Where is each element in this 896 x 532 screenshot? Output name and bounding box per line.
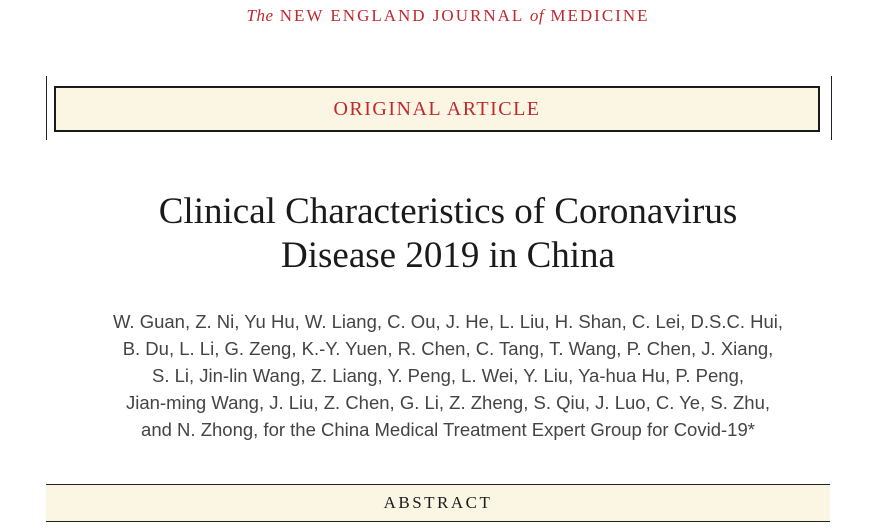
masthead-of: of — [529, 6, 545, 25]
article-title: Clinical Characteristics of Coronavirus … — [0, 190, 896, 278]
author-list: W. Guan, Z. Ni, Yu Hu, W. Liang, C. Ou, … — [0, 308, 896, 443]
title-line: Disease 2019 in China — [281, 235, 615, 276]
journal-masthead: The NEW ENGLAND JOURNAL of MEDICINE — [0, 6, 896, 26]
section-label-box: ORIGINAL ARTICLE — [54, 86, 820, 132]
section-label: ORIGINAL ARTICLE — [333, 97, 541, 120]
masthead-part1: NEW ENGLAND JOURNAL — [273, 6, 530, 25]
abstract-header: ABSTRACT — [46, 484, 830, 522]
masthead-part2: MEDICINE — [544, 6, 650, 25]
author-line: and N. Zhong, for the China Medical Trea… — [141, 419, 755, 440]
author-line: S. Li, Jin-lin Wang, Z. Liang, Y. Peng, … — [151, 365, 745, 386]
section-frame — [46, 76, 832, 140]
masthead-prefix: The — [246, 6, 274, 25]
author-line: W. Guan, Z. Ni, Yu Hu, W. Liang, C. Ou, … — [112, 311, 784, 332]
title-line: Clinical Characteristics of Coronavirus — [158, 191, 738, 232]
abstract-label: ABSTRACT — [383, 493, 493, 512]
author-line: Jian-ming Wang, J. Liu, Z. Chen, G. Li, … — [125, 392, 771, 413]
author-line: B. Du, L. Li, G. Zeng, K.-Y. Yuen, R. Ch… — [122, 338, 774, 359]
